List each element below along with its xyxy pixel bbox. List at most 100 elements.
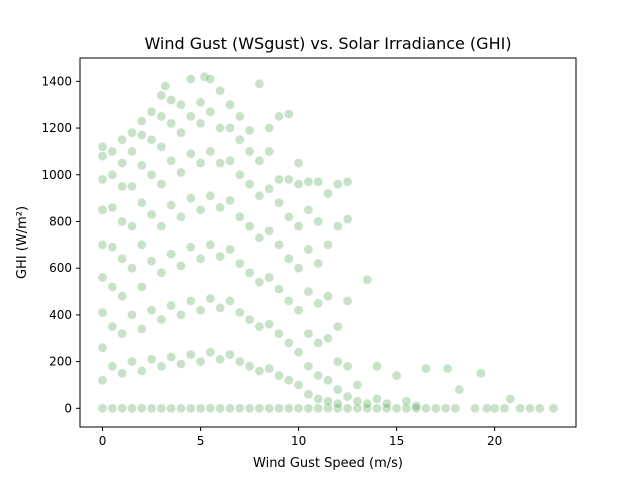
scatter-point (136, 324, 147, 334)
scatter-point (283, 296, 294, 306)
scatter-point (156, 221, 167, 231)
scatter-point (362, 275, 373, 285)
scatter-point (283, 403, 294, 414)
scatter-point (195, 205, 206, 215)
scatter-point (391, 403, 402, 414)
scatter-point (225, 99, 235, 110)
scatter-point (205, 106, 216, 117)
scatter-point (136, 366, 147, 376)
scatter-point (107, 282, 118, 292)
scatter-point (185, 349, 196, 360)
scatter-point (146, 106, 157, 117)
scatter-point (225, 403, 235, 414)
scatter-point (323, 291, 333, 302)
scatter-point (97, 342, 108, 353)
scatter-point (146, 305, 157, 316)
scatter-point (274, 403, 284, 414)
scatter-point (303, 286, 314, 297)
scatter-point (117, 291, 127, 302)
scatter-point (215, 403, 225, 414)
scatter-point (97, 151, 108, 161)
y-axis-label: GHI (W/m²) (15, 206, 30, 279)
scatter-point (176, 212, 186, 222)
scatter-point (293, 347, 304, 358)
scatter-point (401, 403, 412, 414)
scatter-point (244, 125, 255, 136)
scatter-point (127, 263, 137, 273)
scatter-point (421, 363, 431, 374)
scatter-point (156, 403, 167, 414)
scatter-point (156, 268, 167, 278)
scatter-point (382, 403, 392, 414)
scatter-point (127, 221, 137, 231)
scatter-point (244, 314, 255, 325)
scatter-point (127, 356, 137, 367)
scatter-point (421, 403, 431, 414)
scatter-point (127, 403, 137, 414)
scatter-point (117, 134, 127, 145)
scatter-point (215, 202, 225, 213)
scatter-point (166, 95, 176, 105)
scatter-point (525, 403, 535, 414)
scatter-point (205, 403, 216, 414)
scatter-point (107, 169, 118, 180)
scatter-point (195, 118, 206, 129)
scatter-point (440, 403, 451, 414)
scatter-point (303, 176, 314, 187)
scatter-point (244, 221, 255, 231)
y-tick-label: 1200 (41, 121, 72, 135)
scatter-point (234, 169, 245, 180)
scatter-point (372, 403, 382, 414)
scatter-point (97, 141, 108, 152)
scatter-point (234, 403, 245, 414)
scatter-point (195, 403, 206, 414)
scatter-point (205, 190, 216, 201)
scatter-point (117, 181, 127, 192)
scatter-point (136, 282, 147, 292)
scatter-point (244, 403, 255, 414)
scatter-point (342, 391, 353, 402)
scatter-point (146, 209, 157, 220)
scatter-point (254, 321, 265, 332)
scatter-point (225, 123, 235, 133)
scatter-point (391, 370, 402, 381)
scatter-point (372, 394, 382, 404)
scatter-point (274, 174, 284, 185)
scatter-point (264, 403, 274, 414)
scatter-point (136, 198, 147, 208)
scatter-point (283, 254, 294, 264)
scatter-point (274, 284, 284, 295)
scatter-point (352, 403, 363, 414)
scatter-point (332, 179, 343, 189)
scatter-point (332, 403, 343, 414)
scatter-point (411, 403, 422, 414)
scatter-point (264, 146, 274, 157)
scatter-point (303, 328, 314, 339)
scatter-point (117, 216, 127, 227)
scatter-point (382, 398, 392, 409)
x-tick-label: 15 (389, 434, 404, 448)
y-axis-ticks: 0 200 400 600 800 1000 1200 1400 (41, 74, 80, 415)
scatter-point (293, 179, 304, 189)
scatter-point (160, 81, 171, 91)
scatter-point (215, 158, 225, 168)
scatter-point (205, 74, 216, 84)
y-tick-label: 1400 (41, 74, 72, 88)
scatter-point (205, 293, 216, 304)
scatter-point (234, 258, 245, 269)
scatter-point (293, 380, 304, 390)
scatter-point (107, 202, 118, 213)
plot-area (97, 71, 559, 414)
y-tick-label: 600 (49, 261, 72, 275)
scatter-point (372, 361, 382, 372)
scatter-point (313, 370, 324, 381)
scatter-point (146, 403, 157, 414)
x-axis-ticks: 0 5 10 15 20 (99, 427, 502, 448)
scatter-point (264, 226, 274, 236)
scatter-point (146, 354, 157, 365)
scatter-point (234, 212, 245, 222)
scatter-point (362, 403, 373, 414)
y-tick-label: 200 (49, 355, 72, 369)
